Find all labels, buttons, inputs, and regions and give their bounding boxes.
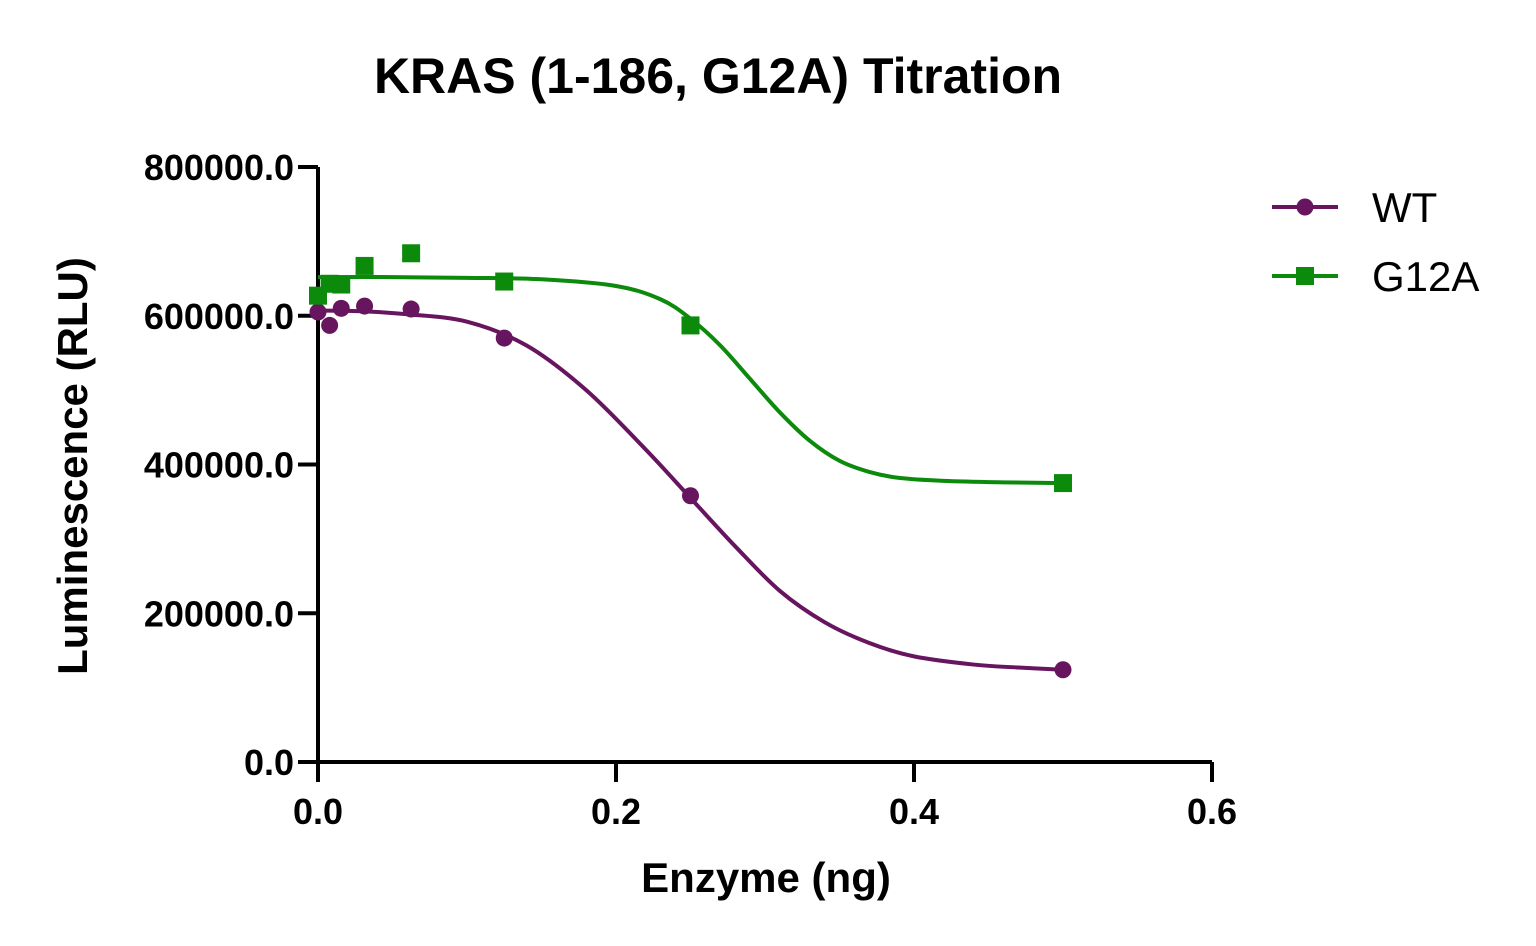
data-point-wt (402, 300, 420, 318)
data-point-wt (682, 487, 699, 505)
data-points (309, 244, 1072, 679)
y-axis-ticks: 0.0 200000.0 400000.0 600000.0 800000.0 (144, 147, 318, 783)
data-point-wt (356, 297, 374, 315)
data-point-g12a (681, 316, 700, 335)
data-point-wt (321, 316, 339, 334)
data-point-g12a (402, 244, 421, 263)
data-point-g12a (1054, 474, 1072, 493)
fit-curves (317, 275, 1064, 672)
legend: WT G12A (1272, 184, 1479, 300)
y-tick-label: 600000.0 (144, 296, 294, 337)
x-tick-label: 0.2 (591, 791, 641, 832)
data-point-g12a (355, 256, 374, 275)
y-tick-label: 800000.0 (144, 147, 294, 188)
legend-item-g12a: G12A (1272, 253, 1479, 300)
y-axis-label: Luminescence (RLU) (49, 257, 96, 675)
legend-marker-wt (1296, 198, 1314, 216)
y-tick-label: 0.0 (244, 742, 294, 783)
legend-label-wt: WT (1372, 184, 1437, 231)
fit-curve-wt (317, 308, 1064, 672)
axes (316, 167, 1212, 764)
fit-curve-g12a (317, 275, 1064, 486)
legend-label-g12a: G12A (1372, 253, 1479, 300)
legend-item-wt: WT (1272, 184, 1437, 231)
x-tick-label: 0.0 (293, 791, 343, 832)
legend-marker-g12a (1296, 267, 1314, 285)
data-point-wt (1054, 661, 1072, 679)
chart-title: KRAS (1-186, G12A) Titration (374, 48, 1062, 104)
x-tick-label: 0.6 (1187, 791, 1237, 832)
x-tick-label: 0.4 (889, 791, 939, 832)
data-point-g12a (495, 272, 514, 291)
x-axis-label: Enzyme (ng) (641, 854, 891, 901)
data-point-wt (332, 299, 350, 317)
data-point-g12a (332, 275, 351, 294)
data-point-wt (495, 329, 513, 347)
y-tick-label: 400000.0 (144, 445, 294, 486)
y-tick-label: 200000.0 (144, 593, 294, 634)
data-point-wt (309, 303, 327, 321)
x-axis-ticks: 0.0 0.2 0.4 0.6 (293, 762, 1237, 832)
